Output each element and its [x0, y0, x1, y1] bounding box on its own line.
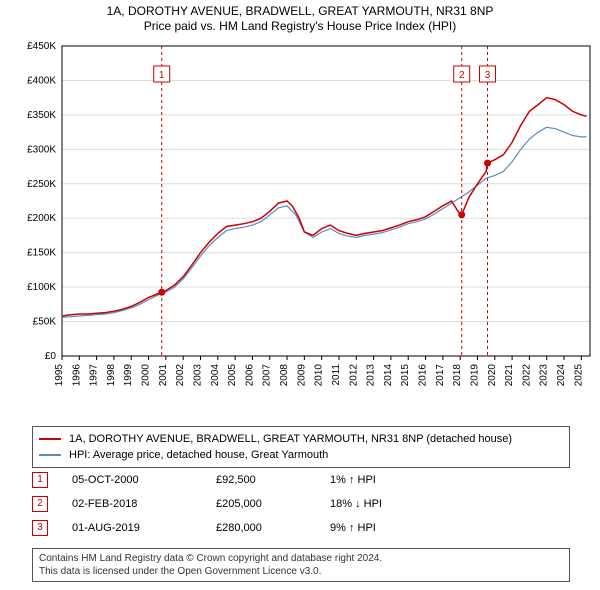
transaction-price: £205,000 [216, 492, 306, 516]
svg-text:3: 3 [485, 70, 491, 81]
svg-text:2009: 2009 [296, 364, 307, 387]
svg-text:1996: 1996 [71, 364, 82, 387]
svg-text:£350K: £350K [27, 110, 56, 121]
transaction-badge: 2 [32, 496, 48, 512]
legend-swatch [39, 438, 61, 440]
transaction-badge: 3 [32, 520, 48, 536]
legend-swatch [39, 454, 61, 456]
transaction-price: £280,000 [216, 516, 306, 540]
table-row: 3 01-AUG-2019 £280,000 9% ↑ HPI [32, 516, 570, 540]
svg-text:2005: 2005 [227, 364, 238, 387]
figure-container: 1A, DOROTHY AVENUE, BRADWELL, GREAT YARM… [0, 0, 600, 590]
svg-text:2000: 2000 [141, 364, 152, 387]
attribution-box: Contains HM Land Registry data © Crown c… [32, 548, 570, 582]
svg-text:2003: 2003 [192, 364, 203, 387]
svg-text:2025: 2025 [573, 364, 584, 387]
svg-text:£150K: £150K [27, 248, 56, 259]
svg-text:2018: 2018 [452, 364, 463, 387]
table-row: 2 02-FEB-2018 £205,000 18% ↓ HPI [32, 492, 570, 516]
svg-text:2020: 2020 [487, 364, 498, 387]
svg-text:£400K: £400K [27, 75, 56, 86]
svg-text:2007: 2007 [262, 364, 273, 387]
svg-text:2019: 2019 [469, 364, 480, 387]
attribution-line: Contains HM Land Registry data © Crown c… [39, 552, 563, 565]
svg-text:2: 2 [459, 70, 465, 81]
svg-text:2014: 2014 [383, 364, 394, 387]
svg-text:2021: 2021 [504, 364, 515, 387]
transaction-badge: 1 [32, 472, 48, 488]
transaction-date: 05-OCT-2000 [72, 468, 192, 492]
svg-text:1998: 1998 [106, 364, 117, 387]
svg-text:2008: 2008 [279, 364, 290, 387]
svg-text:1997: 1997 [89, 364, 100, 387]
transaction-price: £92,500 [216, 468, 306, 492]
transaction-date: 02-FEB-2018 [72, 492, 192, 516]
transaction-hpi-delta: 18% ↓ HPI [330, 492, 450, 516]
svg-text:2002: 2002 [175, 364, 186, 387]
svg-text:2016: 2016 [418, 364, 429, 387]
svg-text:2011: 2011 [331, 364, 342, 386]
svg-text:£450K: £450K [27, 41, 56, 52]
svg-text:2001: 2001 [158, 364, 169, 387]
transaction-hpi-delta: 1% ↑ HPI [330, 468, 450, 492]
chart-svg: £0 £50K £100K £150K £200K £250K £300K £350K £400… [0, 36, 600, 416]
transactions-table: 1 05-OCT-2000 £92,500 1% ↑ HPI 2 02-FEB-… [32, 468, 570, 540]
transaction-date: 01-AUG-2019 [72, 516, 192, 540]
svg-text:2022: 2022 [521, 364, 532, 387]
legend-item: 1A, DOROTHY AVENUE, BRADWELL, GREAT YARM… [39, 431, 563, 447]
svg-text:2017: 2017 [435, 364, 446, 387]
svg-text:2024: 2024 [556, 364, 567, 387]
svg-text:2012: 2012 [348, 364, 359, 387]
legend-label: HPI: Average price, detached house, Grea… [69, 447, 328, 463]
legend-label: 1A, DOROTHY AVENUE, BRADWELL, GREAT YARM… [69, 431, 512, 447]
transaction-hpi-delta: 9% ↑ HPI [330, 516, 450, 540]
svg-text:2010: 2010 [314, 364, 325, 387]
svg-text:£200K: £200K [27, 213, 56, 224]
attribution-line: This data is licensed under the Open Gov… [39, 565, 563, 578]
svg-text:£250K: £250K [27, 179, 56, 190]
svg-text:£100K: £100K [27, 282, 56, 293]
legend-box: 1A, DOROTHY AVENUE, BRADWELL, GREAT YARM… [32, 426, 570, 468]
chart-area: £0 £50K £100K £150K £200K £250K £300K £350K £400… [0, 36, 600, 416]
table-row: 1 05-OCT-2000 £92,500 1% ↑ HPI [32, 468, 570, 492]
svg-text:2004: 2004 [210, 364, 221, 387]
svg-text:£50K: £50K [33, 317, 57, 328]
title-block: 1A, DOROTHY AVENUE, BRADWELL, GREAT YARM… [0, 0, 600, 33]
svg-text:£0: £0 [45, 351, 57, 362]
svg-text:2015: 2015 [400, 364, 411, 387]
legend-item: HPI: Average price, detached house, Grea… [39, 447, 563, 463]
chart-subtitle: Price paid vs. HM Land Registry's House … [0, 19, 600, 33]
svg-text:2006: 2006 [244, 364, 255, 387]
svg-text:2023: 2023 [539, 364, 550, 387]
svg-text:2013: 2013 [366, 364, 377, 387]
svg-text:£300K: £300K [27, 144, 56, 155]
svg-text:1999: 1999 [123, 364, 134, 387]
svg-text:1995: 1995 [54, 364, 65, 387]
chart-title: 1A, DOROTHY AVENUE, BRADWELL, GREAT YARM… [0, 4, 600, 18]
svg-text:1: 1 [159, 70, 165, 81]
